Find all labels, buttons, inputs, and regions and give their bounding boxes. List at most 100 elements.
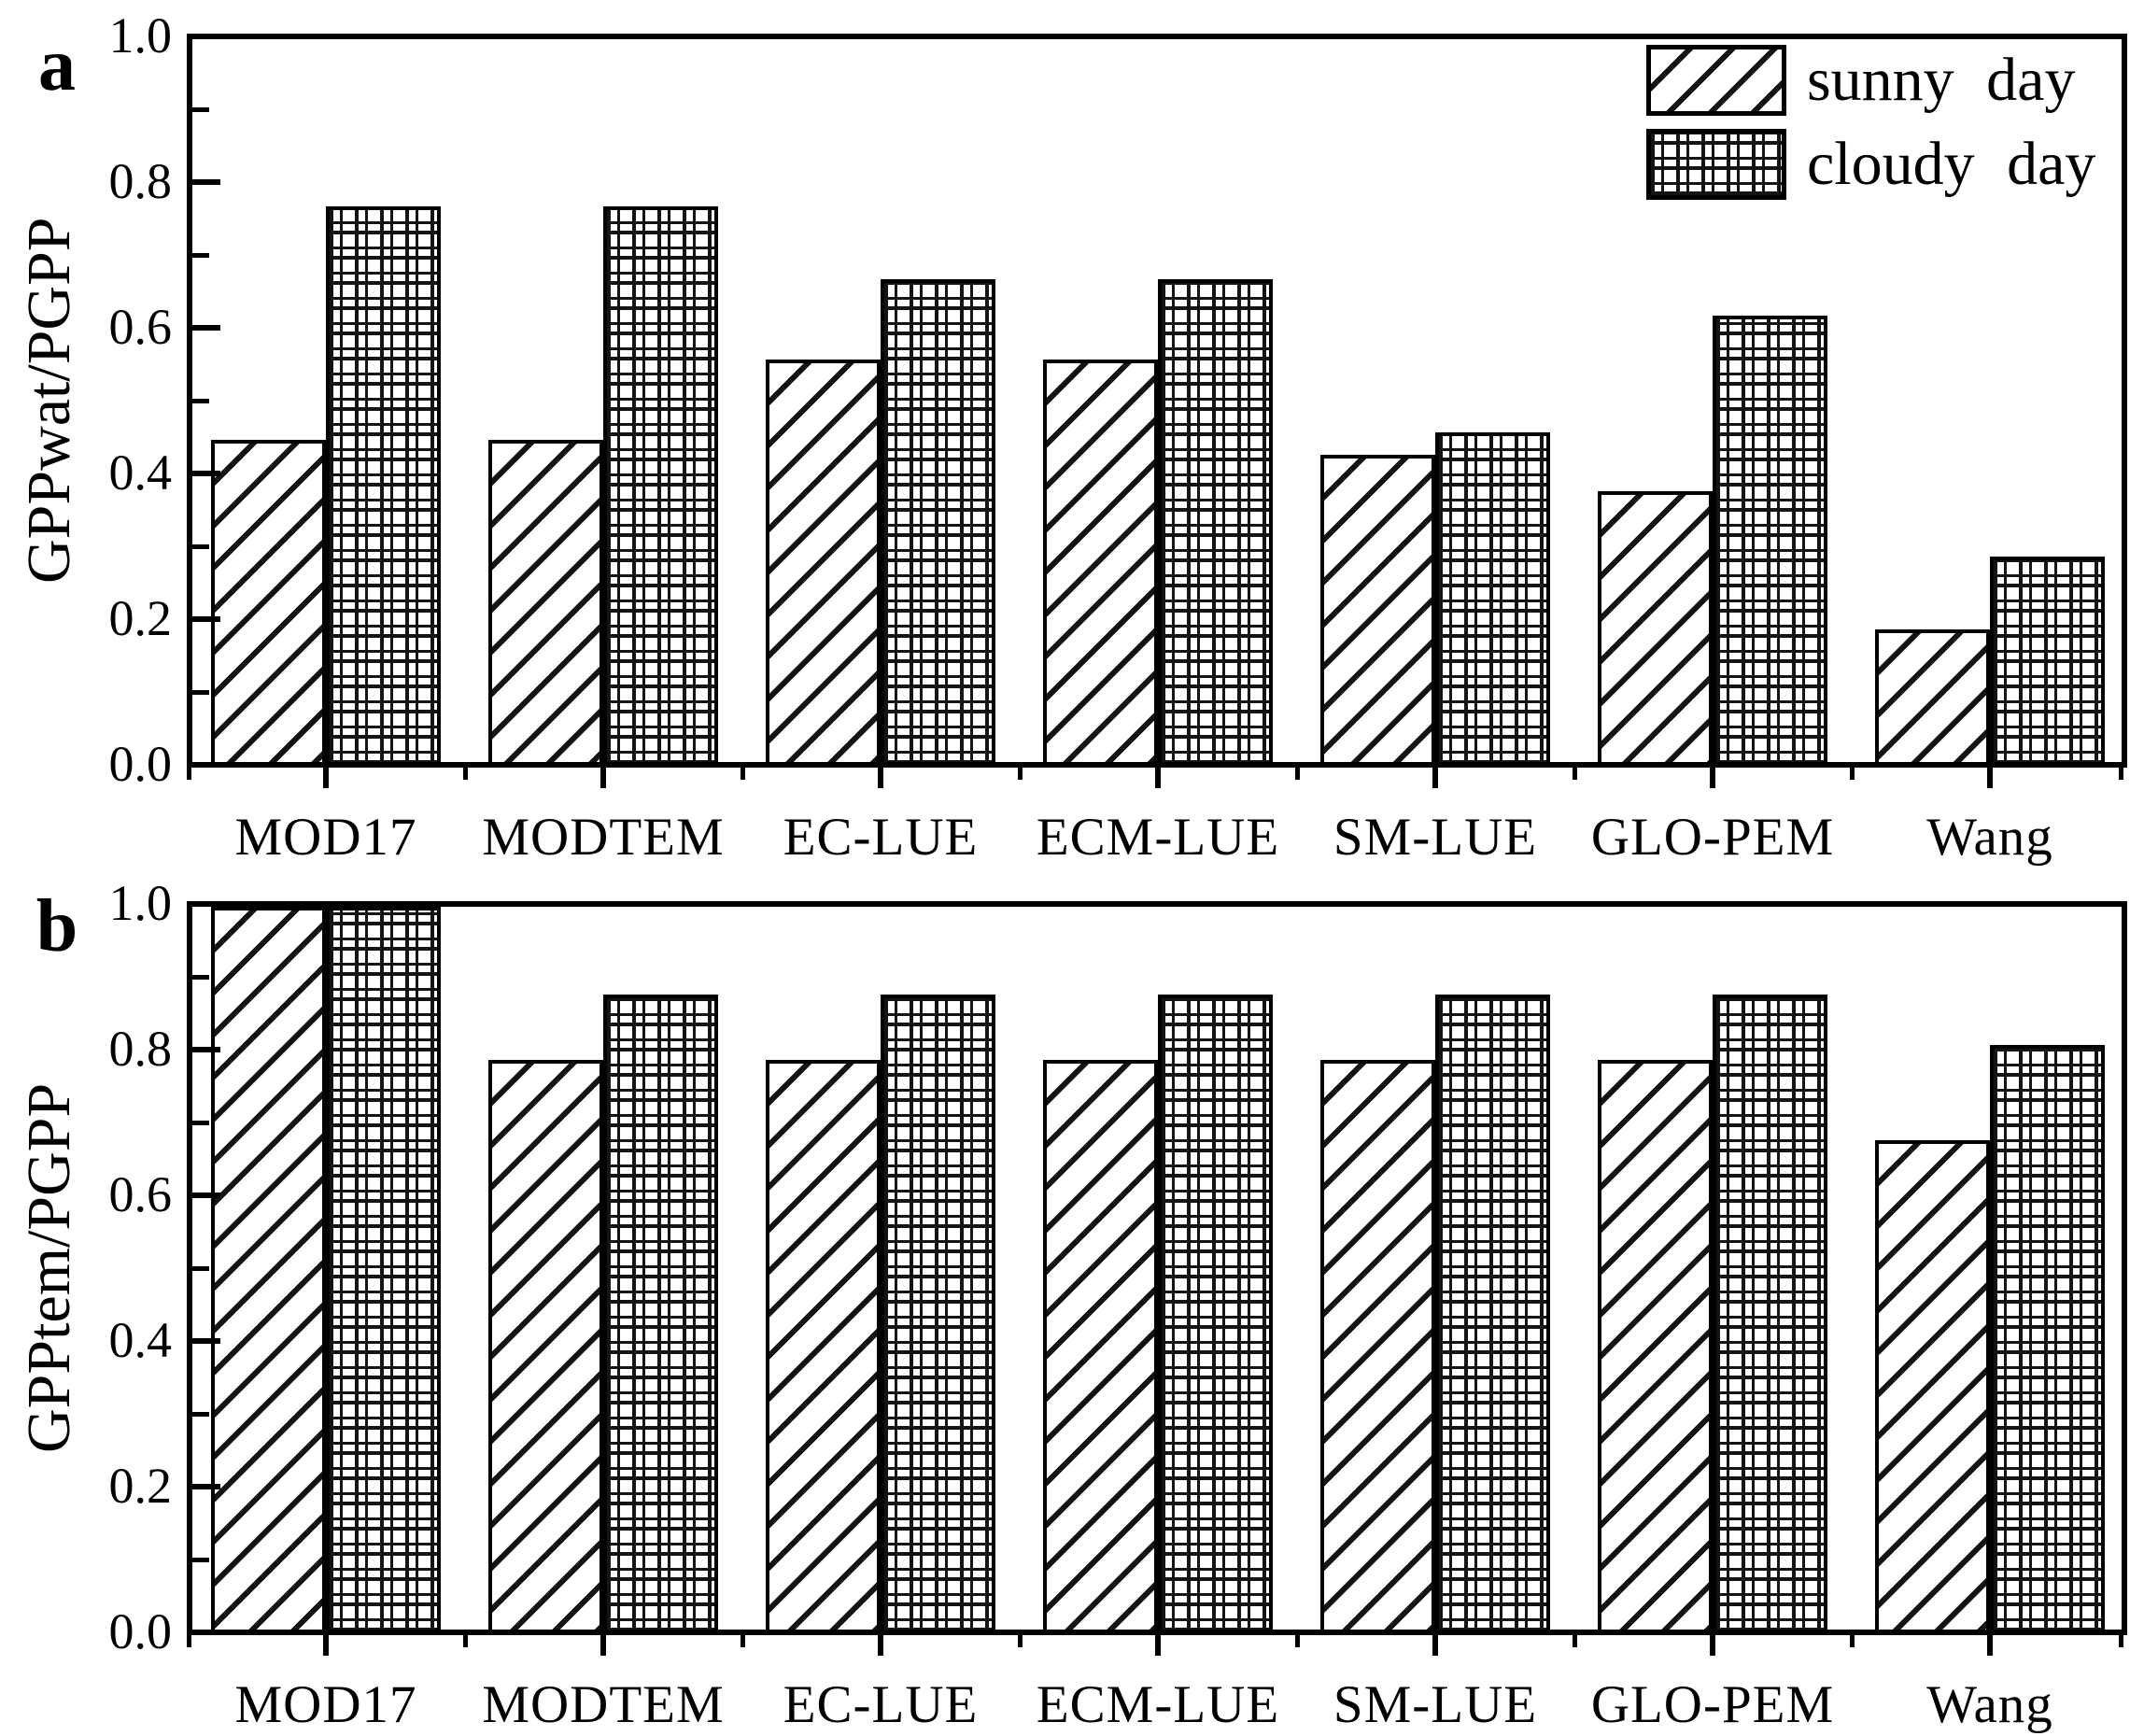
- legend-item-sunny-day: sunny day: [1646, 45, 2095, 116]
- bar-a-GLO-PEM-sunny: [1598, 491, 1713, 768]
- panel-a-y-minor-tick: [192, 544, 209, 549]
- bar-b-GLO-PEM-sunny: [1598, 1060, 1713, 1635]
- panel-b-y-minor-tick: [192, 1121, 209, 1125]
- panel-b-x-major-tick: [1155, 1633, 1161, 1656]
- panel-b-y-tick-label: 0.0: [108, 1603, 173, 1659]
- panel-b-y-tick-label: 0.4: [108, 1312, 173, 1368]
- panel-a-x-minor-tick: [1295, 766, 1300, 780]
- legend-label-sunny-day: sunny day: [1807, 46, 2076, 114]
- panel-a-x-tick-label: EC-LUE: [783, 808, 979, 867]
- panel-a-x-minor-tick: [741, 766, 745, 780]
- panel-a-x-tick-label: SM-LUE: [1333, 808, 1538, 867]
- panel-b-x-tick-label: EC-LUE: [783, 1675, 979, 1734]
- bar-a-EC-LUE-sunny: [766, 360, 881, 768]
- bar-b-MODTEM-sunny: [488, 1060, 603, 1635]
- panel-b-x-minor-tick: [1850, 1633, 1855, 1647]
- legend-swatch-sunny-day-icon: [1646, 45, 1786, 116]
- bar-a-MODTEM-cloudy: [603, 206, 718, 768]
- panel-a-letter: a: [38, 24, 76, 106]
- bar-a-MOD17-cloudy: [326, 206, 441, 768]
- bar-b-EC-LUE-sunny: [766, 1060, 881, 1635]
- panel-a-x-major-tick: [1710, 766, 1715, 788]
- bar-b-Wang-cloudy: [1990, 1045, 2105, 1635]
- panel-b-y-tick-label: 1.0: [108, 875, 173, 931]
- panel-b-y-major-tick: [192, 1193, 220, 1198]
- bar-b-MODTEM-cloudy: [603, 995, 718, 1635]
- bar-b-SM-LUE-cloudy: [1435, 995, 1550, 1635]
- panel-a-y-tick-label: 0.2: [108, 590, 173, 646]
- panel-a-y-major-tick: [192, 179, 220, 185]
- panel-b-x-major-tick: [1432, 1633, 1438, 1656]
- legend-swatch-cloudy-day-icon: [1646, 129, 1786, 200]
- panel-a-x-major-tick: [1987, 766, 1993, 788]
- panel-a-y-major-tick: [192, 325, 220, 331]
- bar-b-SM-LUE-sunny: [1320, 1060, 1435, 1635]
- panel-a-y-minor-tick: [192, 399, 209, 403]
- panel-a-y-minor-tick: [192, 107, 209, 112]
- panel-a-x-major-tick: [1155, 766, 1161, 788]
- panel-b-y-axis-title: GPPtem/PGPP: [15, 1082, 83, 1454]
- bar-b-MOD17-cloudy: [326, 907, 441, 1635]
- panel-b-x-major-tick: [1987, 1633, 1993, 1656]
- bar-a-MOD17-sunny: [211, 440, 326, 768]
- panel-a-x-tick-label: MODTEM: [482, 808, 725, 867]
- bar-a-EC-LUE-cloudy: [881, 279, 995, 768]
- panel-b-x-minor-tick: [741, 1633, 745, 1647]
- panel-b-y-minor-tick: [192, 975, 209, 980]
- panel-a-x-minor-tick: [1850, 766, 1855, 780]
- panel-b-x-major-tick: [323, 1633, 329, 1656]
- panel-a-x-major-tick: [878, 766, 883, 788]
- bar-b-GLO-PEM-cloudy: [1713, 995, 1827, 1635]
- panel-b-y-tick-label: 0.2: [108, 1458, 173, 1514]
- panel-b-plot-area: [187, 901, 2127, 1656]
- panel-b-y-minor-tick: [192, 1558, 209, 1562]
- panel-b-x-tick-label: GLO-PEM: [1590, 1675, 1835, 1734]
- bar-a-SM-LUE-sunny: [1320, 455, 1435, 768]
- panel-a-x-minor-tick: [187, 766, 191, 780]
- panel-b-x-tick-label: ECM-LUE: [1036, 1675, 1280, 1734]
- panel-b-letter: b: [35, 885, 78, 967]
- panel-b-y-tick-label: 0.6: [108, 1166, 173, 1222]
- panel-a-x-minor-tick: [2119, 766, 2123, 780]
- bar-b-Wang-sunny: [1875, 1140, 1990, 1635]
- panel-a-y-tick-label: 0.0: [108, 736, 173, 792]
- bar-b-EC-LUE-cloudy: [881, 995, 995, 1635]
- panel-b-x-tick-label: MOD17: [234, 1675, 417, 1734]
- panel-a-x-tick-label: MOD17: [234, 808, 417, 867]
- panel-a-y-major-tick: [192, 616, 220, 622]
- bar-a-Wang-cloudy: [1990, 557, 2105, 768]
- bar-a-MODTEM-sunny: [488, 440, 603, 768]
- legend-item-cloudy-day: cloudy day: [1646, 129, 2095, 200]
- bar-a-ECM-LUE-sunny: [1043, 360, 1158, 768]
- panel-a-x-major-tick: [323, 766, 329, 788]
- panel-b-x-minor-tick: [463, 1633, 468, 1647]
- panel-a-x-minor-tick: [1573, 766, 1577, 780]
- panel-b-x-major-tick: [600, 1633, 606, 1656]
- panel-a-y-minor-tick: [192, 253, 209, 258]
- panel-b-x-tick-label: MODTEM: [482, 1675, 725, 1734]
- bar-b-ECM-LUE-cloudy: [1158, 995, 1273, 1635]
- panel-a-y-minor-tick: [192, 690, 209, 695]
- panel-a-x-tick-label: ECM-LUE: [1036, 808, 1280, 867]
- panel-b-y-minor-tick: [192, 1266, 209, 1271]
- panel-b-y-major-tick: [192, 1484, 220, 1489]
- panel-b-y-minor-tick: [192, 1412, 209, 1417]
- legend: sunny day cloudy day: [1646, 45, 2095, 213]
- panel-b-x-tick-label: Wang: [1926, 1675, 2053, 1734]
- panel-b-y-major-tick: [192, 1047, 220, 1052]
- bar-b-MOD17-sunny: [211, 907, 326, 1635]
- panel-a-y-tick-label: 1.0: [108, 7, 173, 64]
- panel-a-x-tick-label: GLO-PEM: [1590, 808, 1835, 867]
- panel-b-y-tick-label: 0.8: [108, 1021, 173, 1077]
- panel-a-x-minor-tick: [463, 766, 468, 780]
- panel-a-y-tick-label: 0.4: [108, 445, 173, 501]
- panel-a-x-tick-label: Wang: [1926, 808, 2053, 867]
- bar-a-Wang-sunny: [1875, 629, 1990, 768]
- panel-b-y-major-tick: [192, 1338, 220, 1344]
- panel-a-plot-area: [187, 34, 2127, 788]
- panel-b-x-minor-tick: [1295, 1633, 1300, 1647]
- panel-a-y-tick-label: 0.6: [108, 299, 173, 355]
- bar-a-SM-LUE-cloudy: [1435, 432, 1550, 768]
